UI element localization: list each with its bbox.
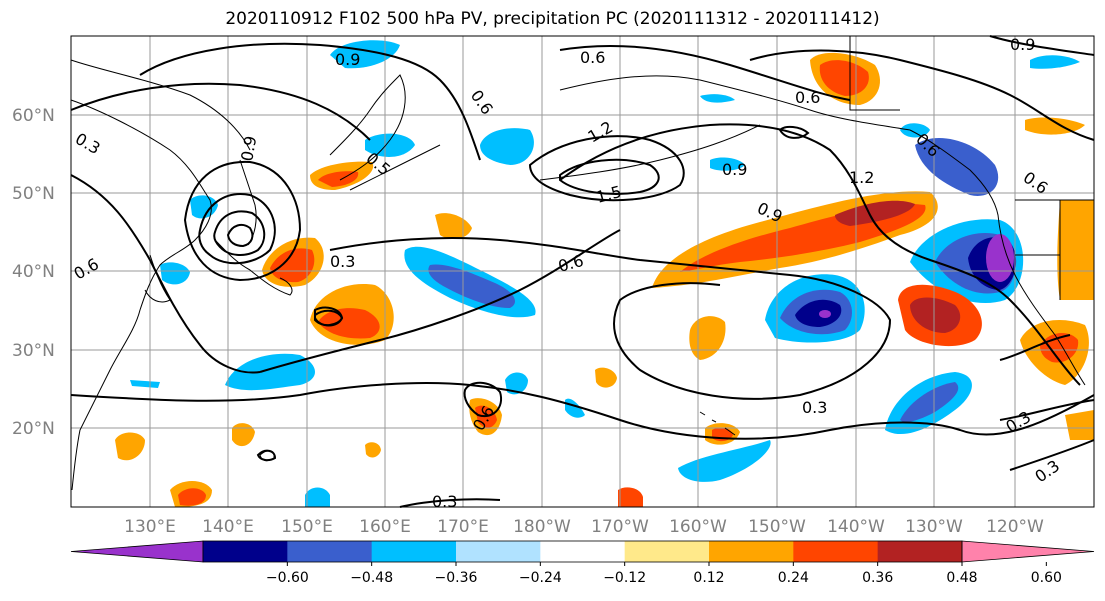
- contour-label: 0.9: [335, 50, 360, 69]
- map-panel: 0.9 0.6 0.6 0.9 0.6 0.3 0.9 0.5 0.3 0.6 …: [70, 35, 1095, 511]
- negative-anomaly-east-max: [795, 299, 842, 327]
- colorbar-segment: [203, 541, 288, 562]
- contour-label: 1.2: [849, 168, 874, 187]
- lon-label: 140°E: [202, 517, 254, 537]
- contour-0.6-mid: [329, 237, 892, 400]
- lon-label: 170°E: [437, 517, 489, 537]
- contour-label: 0.9: [237, 134, 260, 162]
- lon-label: 130°E: [124, 517, 176, 537]
- contour-label: 0.9: [1010, 35, 1035, 54]
- colorbar-segment: [877, 541, 963, 562]
- lon-label: 180°W: [513, 517, 571, 537]
- lat-label: 20°N: [12, 419, 55, 439]
- colorbar-min-extension: [70, 540, 204, 563]
- lon-label: 130°W: [905, 517, 963, 537]
- contour-label: 0.9: [722, 160, 747, 179]
- contour-label: 0.6: [795, 88, 820, 107]
- lat-label: 40°N: [12, 262, 55, 282]
- pv-contours: [70, 35, 1095, 508]
- lon-label: 160°E: [359, 517, 411, 537]
- lat-label: 60°N: [12, 106, 55, 126]
- colorbar-tick-label: 0.48: [946, 570, 977, 586]
- colorbar-tick-label: 0.60: [1031, 570, 1062, 586]
- negative-anomaly-north: [915, 137, 999, 196]
- lon-label: 140°W: [827, 517, 885, 537]
- lon-label: 150°W: [748, 517, 806, 537]
- colorbar-tick-label: −0.24: [519, 570, 562, 586]
- lat-label: 50°N: [12, 184, 55, 204]
- colorbar-segment: [456, 541, 541, 562]
- colorbar-segment: [371, 541, 457, 562]
- latitude-labels: 60°N 50°N 40°N 30°N 20°N: [12, 106, 55, 439]
- colorbar-segment: [287, 541, 373, 562]
- contour-label: 0.3: [432, 492, 457, 511]
- colorbar-tick-label: 0.36: [862, 570, 893, 586]
- colorbar-tick-label: 0.12: [693, 570, 724, 586]
- lon-label: 150°E: [281, 517, 333, 537]
- colorbar: −0.60 −0.48 −0.36 −0.24 −0.12 0.12 0.24 0.36 0.4…: [70, 540, 1095, 586]
- colorbar-segment: [540, 541, 626, 562]
- colorbar-tick-label: −0.36: [435, 570, 478, 586]
- colorbar-tick-label: −0.60: [266, 570, 309, 586]
- colorbar-segment: [624, 541, 710, 562]
- contour-0.3-south: [70, 382, 1095, 440]
- longitude-labels: 130°E 140°E 150°E 160°E 170°E 180°W 170°…: [124, 517, 1044, 537]
- negative-anomaly-northwest: [480, 128, 534, 165]
- positive-anomaly-band-max: [835, 200, 915, 226]
- colorbar-tick-label: 0.24: [778, 570, 809, 586]
- coastlines: [70, 36, 1094, 491]
- colorbar-tick-label: −0.48: [350, 570, 393, 586]
- contour-label: 0.3: [802, 398, 827, 417]
- lat-label: 30°N: [12, 341, 55, 361]
- contour-label: 0.3: [330, 252, 355, 271]
- colorbar-segment: [709, 541, 794, 562]
- lon-label: 160°W: [669, 517, 727, 537]
- colorbar-tick-label: −0.12: [603, 570, 646, 586]
- colorbar-segment: [793, 541, 879, 562]
- contour-label: 0.6: [580, 48, 605, 67]
- map-title: 2020110912 F102 500 hPa PV, precipitatio…: [225, 9, 880, 29]
- colorbar-max-extension: [961, 540, 1095, 563]
- lon-label: 120°W: [986, 517, 1044, 537]
- graticule: [71, 36, 1094, 507]
- lon-label: 170°W: [591, 517, 649, 537]
